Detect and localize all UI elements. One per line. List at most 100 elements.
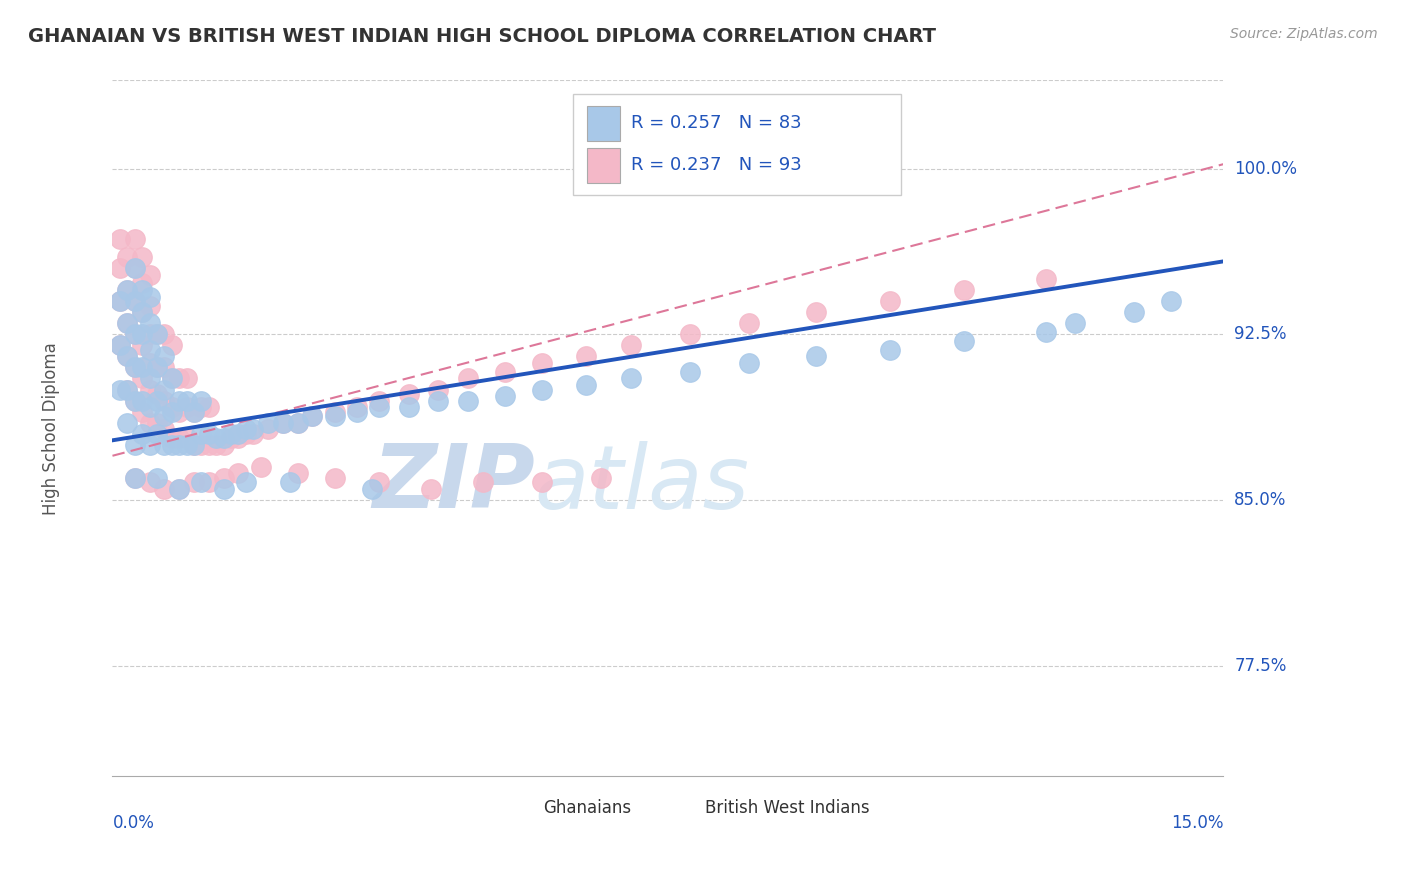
Point	[138, 475, 160, 490]
Point	[212, 482, 235, 496]
Text: GHANAIAN VS BRITISH WEST INDIAN HIGH SCHOOL DIPLOMA CORRELATION CHART: GHANAIAN VS BRITISH WEST INDIAN HIGH SCH…	[28, 27, 936, 45]
Point	[219, 431, 242, 445]
Point	[160, 438, 183, 452]
Point	[212, 438, 235, 452]
Point	[131, 338, 153, 352]
Point	[346, 404, 368, 418]
Point	[117, 416, 139, 430]
Point	[620, 371, 643, 385]
Point	[124, 294, 146, 309]
Point	[117, 350, 139, 364]
Point	[368, 475, 391, 490]
Point	[235, 426, 257, 441]
Point	[117, 283, 139, 297]
Point	[138, 327, 160, 342]
Point	[117, 350, 139, 364]
Point	[138, 416, 160, 430]
Point	[167, 438, 190, 452]
Point	[205, 431, 228, 445]
Point	[146, 360, 169, 375]
Point	[471, 475, 494, 490]
Point	[167, 431, 190, 445]
Point	[153, 360, 176, 375]
Point	[953, 334, 976, 348]
Point	[124, 393, 146, 408]
Point	[197, 475, 219, 490]
Point	[257, 416, 280, 430]
Point	[575, 378, 598, 392]
Point	[124, 393, 146, 408]
Point	[167, 482, 190, 496]
Point	[804, 305, 827, 319]
Point	[124, 260, 146, 275]
Point	[575, 350, 598, 364]
Point	[190, 400, 212, 414]
Point	[108, 260, 131, 275]
Point	[176, 400, 198, 414]
Point	[138, 371, 160, 385]
Point	[953, 283, 976, 297]
Point	[146, 416, 169, 430]
Point	[530, 356, 553, 370]
Point	[212, 471, 235, 485]
Point	[153, 422, 176, 436]
Point	[205, 438, 228, 452]
Point	[153, 393, 176, 408]
Point	[278, 475, 301, 490]
Point	[167, 371, 190, 385]
Point	[228, 467, 250, 481]
Point	[117, 316, 139, 330]
Point	[398, 387, 420, 401]
FancyBboxPatch shape	[586, 106, 620, 141]
Point	[1035, 325, 1057, 339]
Point	[146, 327, 169, 342]
Point	[131, 283, 153, 297]
Point	[197, 438, 219, 452]
Point	[494, 365, 516, 379]
Text: British West Indians: British West Indians	[704, 799, 869, 817]
Point	[124, 327, 146, 342]
Point	[1064, 316, 1087, 330]
Point	[738, 316, 761, 330]
Point	[287, 416, 309, 430]
Point	[398, 400, 420, 414]
Point	[160, 338, 183, 352]
Point	[457, 371, 479, 385]
Point	[131, 305, 153, 319]
Point	[124, 471, 146, 485]
Text: ZIP: ZIP	[371, 441, 534, 527]
Point	[301, 409, 323, 423]
Text: Ghanaians: Ghanaians	[544, 799, 631, 817]
Text: atlas: atlas	[534, 441, 749, 527]
Text: R = 0.257   N = 83: R = 0.257 N = 83	[631, 114, 801, 132]
Point	[183, 438, 205, 452]
Point	[183, 438, 205, 452]
Point	[124, 438, 146, 452]
Point	[153, 350, 176, 364]
Point	[183, 475, 205, 490]
Point	[228, 431, 250, 445]
Point	[323, 409, 346, 423]
Point	[131, 305, 153, 319]
Point	[131, 393, 153, 408]
Point	[176, 431, 198, 445]
Point	[190, 475, 212, 490]
Point	[146, 327, 169, 342]
Point	[160, 371, 183, 385]
Point	[138, 316, 160, 330]
Point	[124, 360, 146, 375]
FancyBboxPatch shape	[586, 148, 620, 183]
Point	[138, 290, 160, 304]
Point	[167, 482, 190, 496]
Point	[131, 404, 153, 418]
Point	[271, 416, 294, 430]
Point	[235, 475, 257, 490]
Point	[804, 350, 827, 364]
Point	[153, 327, 176, 342]
Point	[153, 383, 176, 397]
Point	[323, 404, 346, 418]
Point	[124, 260, 146, 275]
Point	[153, 482, 176, 496]
Point	[146, 360, 169, 375]
Point	[190, 393, 212, 408]
